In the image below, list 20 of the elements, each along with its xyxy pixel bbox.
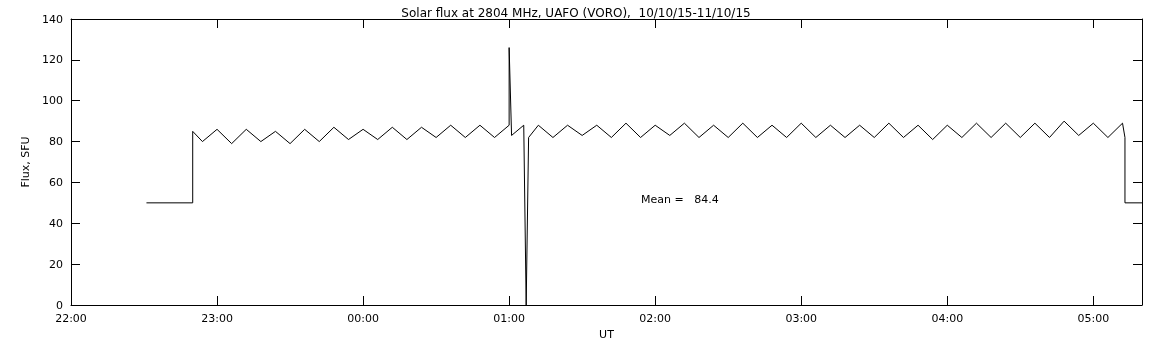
x-tick-label: 05:00 (1077, 312, 1110, 325)
annotation: Mean = 84.4 (641, 193, 719, 206)
y-tick-label: 100 (42, 94, 63, 108)
y-tick-label: 80 (49, 135, 63, 149)
y-tick-label: 60 (49, 175, 63, 189)
y-axis-title: Flux, SFU (19, 136, 33, 188)
y-tick-label: 140 (42, 12, 63, 26)
x-tick-label: 00:00 (347, 312, 379, 325)
y-tick-label: 0 (56, 298, 63, 312)
y-tick-label: 40 (49, 216, 63, 230)
x-tick-label: 23:00 (201, 312, 233, 325)
y-tick-label: 20 (49, 257, 63, 271)
x-axis-title: UT (599, 327, 615, 341)
x-tick-label: 02:00 (639, 312, 672, 325)
x-tick-label: 22:00 (55, 312, 87, 325)
x-tick-label: 04:00 (931, 312, 964, 325)
chart-title: Solar flux at 2804 MHz, UAFO (VORO), 10/10/15-11/10/15 (401, 6, 751, 20)
y-tick-label: 120 (42, 53, 63, 67)
x-tick-label: 03:00 (785, 312, 818, 325)
x-tick-label: 01:00 (493, 312, 525, 325)
